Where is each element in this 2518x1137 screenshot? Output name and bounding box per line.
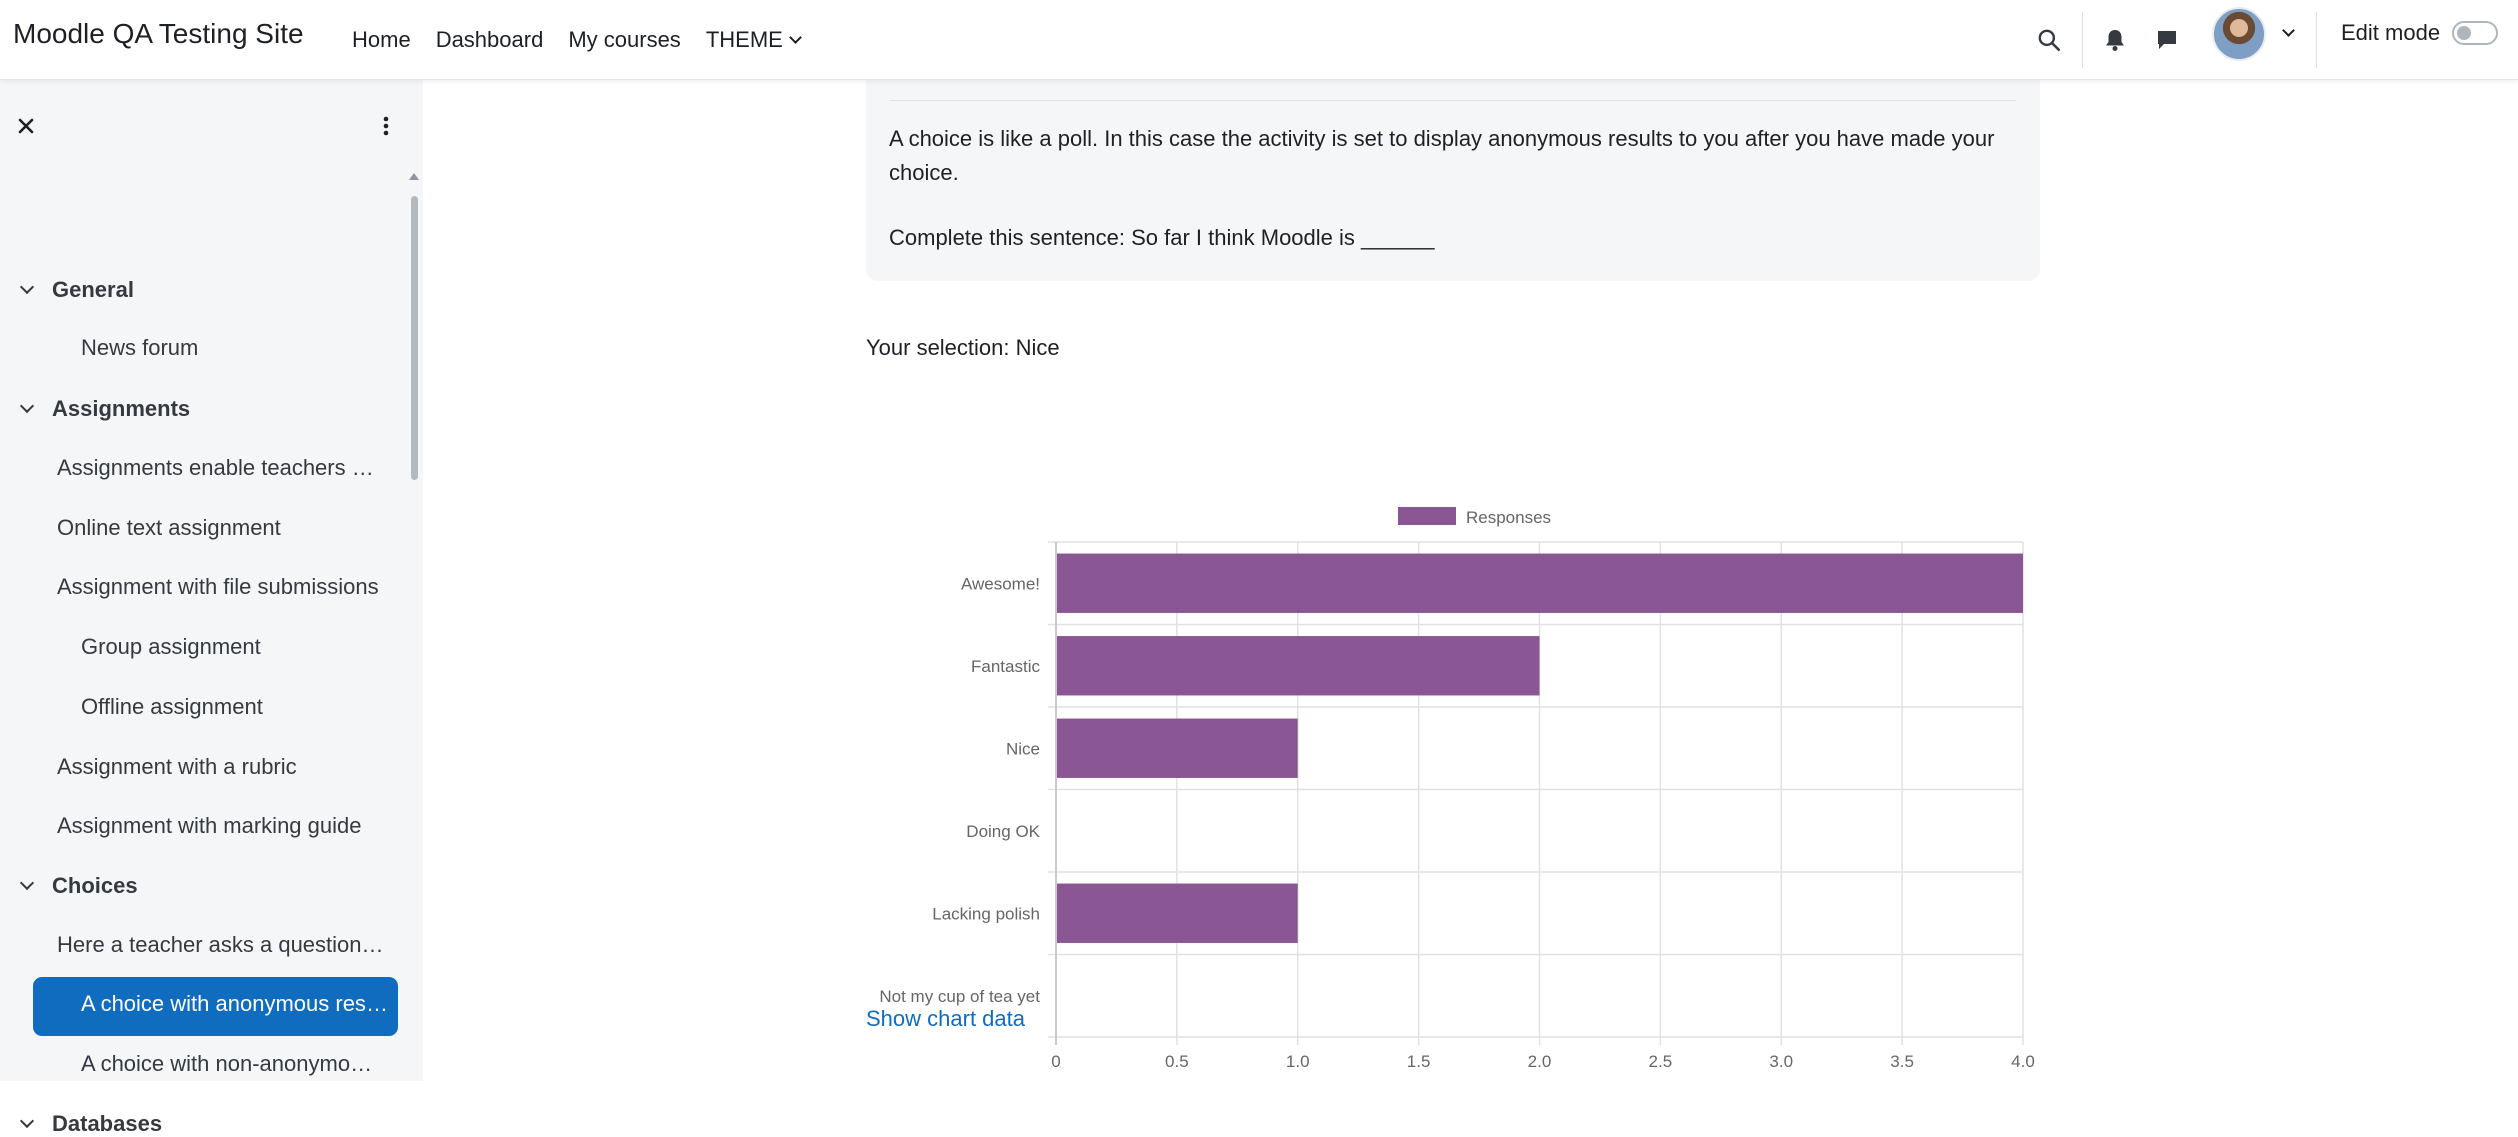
site-title[interactable]: Moodle QA Testing Site [13,18,304,49]
course-item-choice-question[interactable]: Here a teacher asks a question and speci… [57,932,385,957]
section-title: General [52,277,134,302]
bar-fantastic[interactable] [1057,636,1540,696]
category-label: Doing OK [966,822,1040,841]
activity-description-box [866,70,2040,281]
responses-bar-chart: Awesome! Fantastic Nice Doing OK Lacking pol… [879,507,2035,1071]
notifications-button[interactable] [2095,20,2135,60]
navbar-divider [2316,12,2317,68]
primary-navigation: Home Dashboard My courses THEME [352,0,825,80]
close-drawer-button[interactable] [10,110,42,142]
edit-mode-label: Edit mode [2341,20,2441,45]
bar-nice[interactable] [1057,718,1298,778]
bell-icon [2106,30,2124,51]
x-tick-label: 2.5 [1649,1052,1673,1071]
legend-label: Responses [1466,508,1551,527]
section-title: Assignments [52,396,191,421]
legend-swatch [1398,507,1456,525]
bar-awesome[interactable] [1057,553,2023,613]
x-tick-label: 2.0 [1528,1052,1552,1071]
nav-theme-label: THEME [705,27,783,52]
chevron-down-icon [19,1113,35,1129]
bar-lacking-polish[interactable] [1057,883,1298,943]
main-content: A choice is like a poll. In this case th… [423,70,2518,1081]
chart-category-labels: Awesome! Fantastic Nice Doing OK Lacking pol… [879,574,1040,1006]
x-tick-label: 1.5 [1407,1052,1431,1071]
course-item-file-submissions[interactable]: Assignment with file submissions [57,574,379,599]
category-label: Lacking polish [932,904,1040,923]
chevron-down-icon [19,398,35,414]
toggle-knob [2457,26,2471,40]
category-label: Nice [1006,739,1040,758]
section-title: Choices [52,873,138,898]
close-icon [18,118,34,134]
course-item-assignments-intro[interactable]: Assignments enable teachers to grade and… [57,455,377,480]
chart-grid [1048,541,2024,1045]
chevron-down-icon [19,279,35,295]
x-tick-label: 3.5 [1890,1052,1914,1071]
search-button[interactable] [2029,20,2069,60]
x-tick-label: 0 [1051,1052,1060,1071]
category-label: Awesome! [961,574,1040,593]
chat-bubble-icon [2158,31,2176,49]
section-assignments[interactable]: Assignments [19,396,191,422]
course-item-online-text[interactable]: Online text assignment [57,515,281,540]
course-item-choice-non-anonymous[interactable]: A choice with non-anonymous results [81,1051,381,1076]
kebab-menu-icon [383,116,389,136]
course-item-choice-anonymous-active[interactable]: A choice with anonymous results [33,977,398,1036]
drawer-options-button[interactable] [370,110,402,142]
your-selection-text: Your selection: Nice [866,335,1060,360]
category-label: Fantastic [971,657,1040,676]
course-item-offline-assignment[interactable]: Offline assignment [81,694,263,719]
drawer-scrollbar[interactable] [410,188,418,1080]
chart-legend: Responses [1398,507,1551,527]
scroll-up-arrow-icon[interactable] [409,173,419,180]
chart-bars [1057,553,2023,943]
edit-mode-toggle[interactable] [2452,21,2498,45]
nav-home[interactable]: Home [352,27,411,52]
x-tick-label: 1.0 [1286,1052,1310,1071]
course-item-rubric[interactable]: Assignment with a rubric [57,754,297,779]
activity-intro-text: A choice is like a poll. In this case th… [889,126,1995,185]
scrollbar-thumb[interactable] [411,196,418,480]
top-navbar: Moodle QA Testing Site Home Dashboard My… [0,0,2518,80]
course-index-drawer: General News forum Assignments Assignmen… [0,80,423,1136]
section-databases[interactable]: Databases [19,1111,163,1137]
category-label: Not my cup of tea yet [879,987,1040,1006]
course-item-marking-guide[interactable]: Assignment with marking guide [57,813,362,838]
messages-button[interactable] [2147,20,2187,60]
section-choices[interactable]: Choices [19,873,138,899]
chevron-down-icon [19,875,35,891]
choice-question: Complete this sentence: So far I think M… [889,225,1435,250]
nav-my-courses[interactable]: My courses [568,27,681,52]
section-title: Databases [52,1111,163,1136]
search-icon [2038,29,2061,52]
x-tick-label: 4.0 [2011,1052,2035,1071]
section-general[interactable]: General [19,277,134,303]
chevron-down-icon [788,31,802,44]
chart-x-tick-labels: 0 0.5 1.0 1.5 2.0 2.5 3.0 3.5 4.0 [1051,1052,2035,1071]
navbar-divider [2082,12,2083,68]
nav-theme-dropdown[interactable]: THEME [705,27,802,53]
divider [890,100,2016,101]
user-menu-chevron-down-icon[interactable] [2282,24,2295,37]
course-item-news-forum[interactable]: News forum [81,335,199,360]
user-avatar[interactable] [2212,7,2266,61]
x-tick-label: 0.5 [1165,1052,1189,1071]
x-tick-label: 3.0 [1769,1052,1793,1071]
course-item-group-assignment[interactable]: Group assignment [81,634,261,659]
show-chart-data-link[interactable]: Show chart data [866,1006,1025,1031]
nav-dashboard[interactable]: Dashboard [435,27,544,52]
